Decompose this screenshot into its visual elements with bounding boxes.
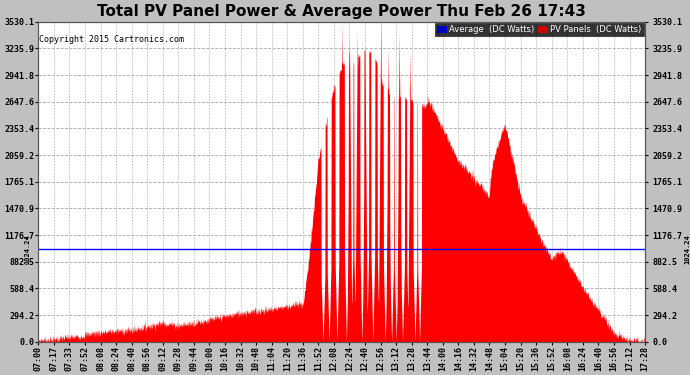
Text: Copyright 2015 Cartronics.com: Copyright 2015 Cartronics.com xyxy=(39,34,184,44)
Text: 1024.24: 1024.24 xyxy=(25,234,30,264)
Text: 1024.24: 1024.24 xyxy=(684,234,690,264)
Legend: Average  (DC Watts), PV Panels  (DC Watts): Average (DC Watts), PV Panels (DC Watts) xyxy=(435,23,644,36)
Title: Total PV Panel Power & Average Power Thu Feb 26 17:43: Total PV Panel Power & Average Power Thu… xyxy=(97,4,586,19)
